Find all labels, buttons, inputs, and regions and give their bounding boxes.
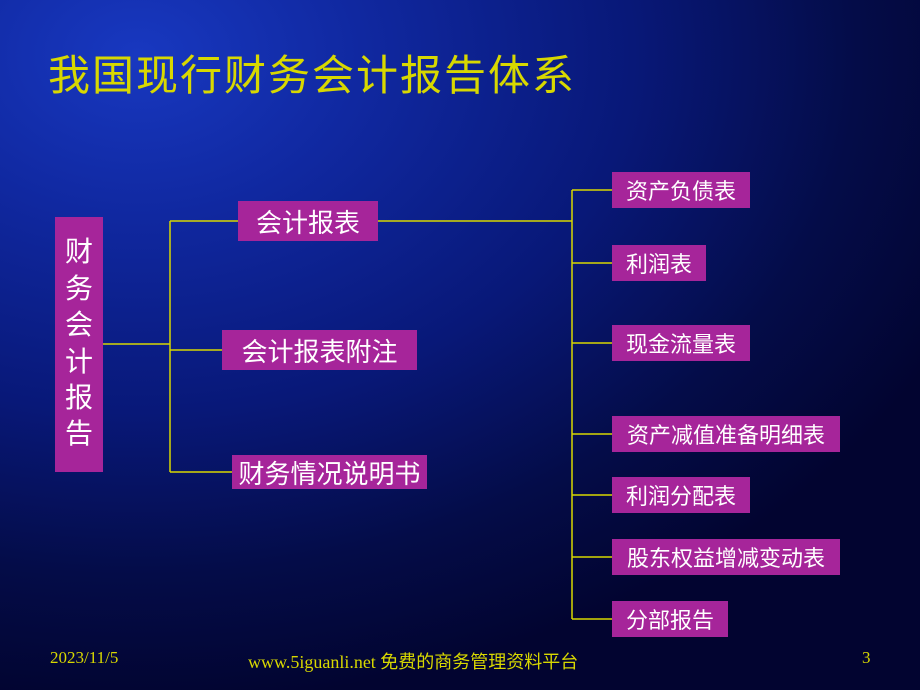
leaf-node-label: 现金流量表	[626, 327, 736, 359]
diagram-mid-node: 财务情况说明书	[232, 455, 427, 489]
footer-center-text: www.5iguanli.net 免费的商务管理资料平台	[248, 648, 578, 674]
leaf-node-label: 资产负债表	[626, 174, 736, 206]
diagram-root-node: 财务会计报告	[55, 217, 103, 472]
diagram-mid-node: 会计报表	[238, 201, 378, 241]
leaf-node-label: 利润分配表	[626, 479, 736, 511]
diagram-leaf-node: 利润分配表	[612, 477, 750, 513]
diagram-leaf-node: 资产负债表	[612, 172, 750, 208]
footer-date: 2023/11/5	[50, 648, 118, 668]
diagram-leaf-node: 分部报告	[612, 601, 728, 637]
mid-node-label: 会计报表附注	[241, 332, 397, 369]
root-char: 告	[65, 417, 93, 453]
leaf-node-label: 股东权益增减变动表	[627, 541, 825, 573]
diagram-leaf-node: 股东权益增减变动表	[612, 539, 840, 575]
slide-title: 我国现行财务会计报告体系	[48, 42, 576, 103]
diagram-mid-node: 会计报表附注	[222, 330, 417, 370]
leaf-node-label: 资产减值准备明细表	[627, 418, 825, 450]
slide-background	[0, 0, 920, 690]
footer-page-number: 3	[862, 648, 871, 668]
root-char: 财	[65, 235, 93, 271]
diagram-leaf-node: 现金流量表	[612, 325, 750, 361]
leaf-node-label: 分部报告	[626, 603, 714, 635]
root-char: 会	[65, 308, 93, 344]
diagram-leaf-node: 利润表	[612, 245, 706, 281]
leaf-node-label: 利润表	[626, 247, 692, 279]
diagram-leaf-node: 资产减值准备明细表	[612, 416, 840, 452]
mid-node-label: 会计报表	[256, 203, 360, 240]
mid-node-label: 财务情况说明书	[238, 454, 420, 491]
root-char: 务	[65, 272, 93, 308]
root-char: 计	[65, 345, 93, 381]
root-char: 报	[65, 381, 93, 417]
